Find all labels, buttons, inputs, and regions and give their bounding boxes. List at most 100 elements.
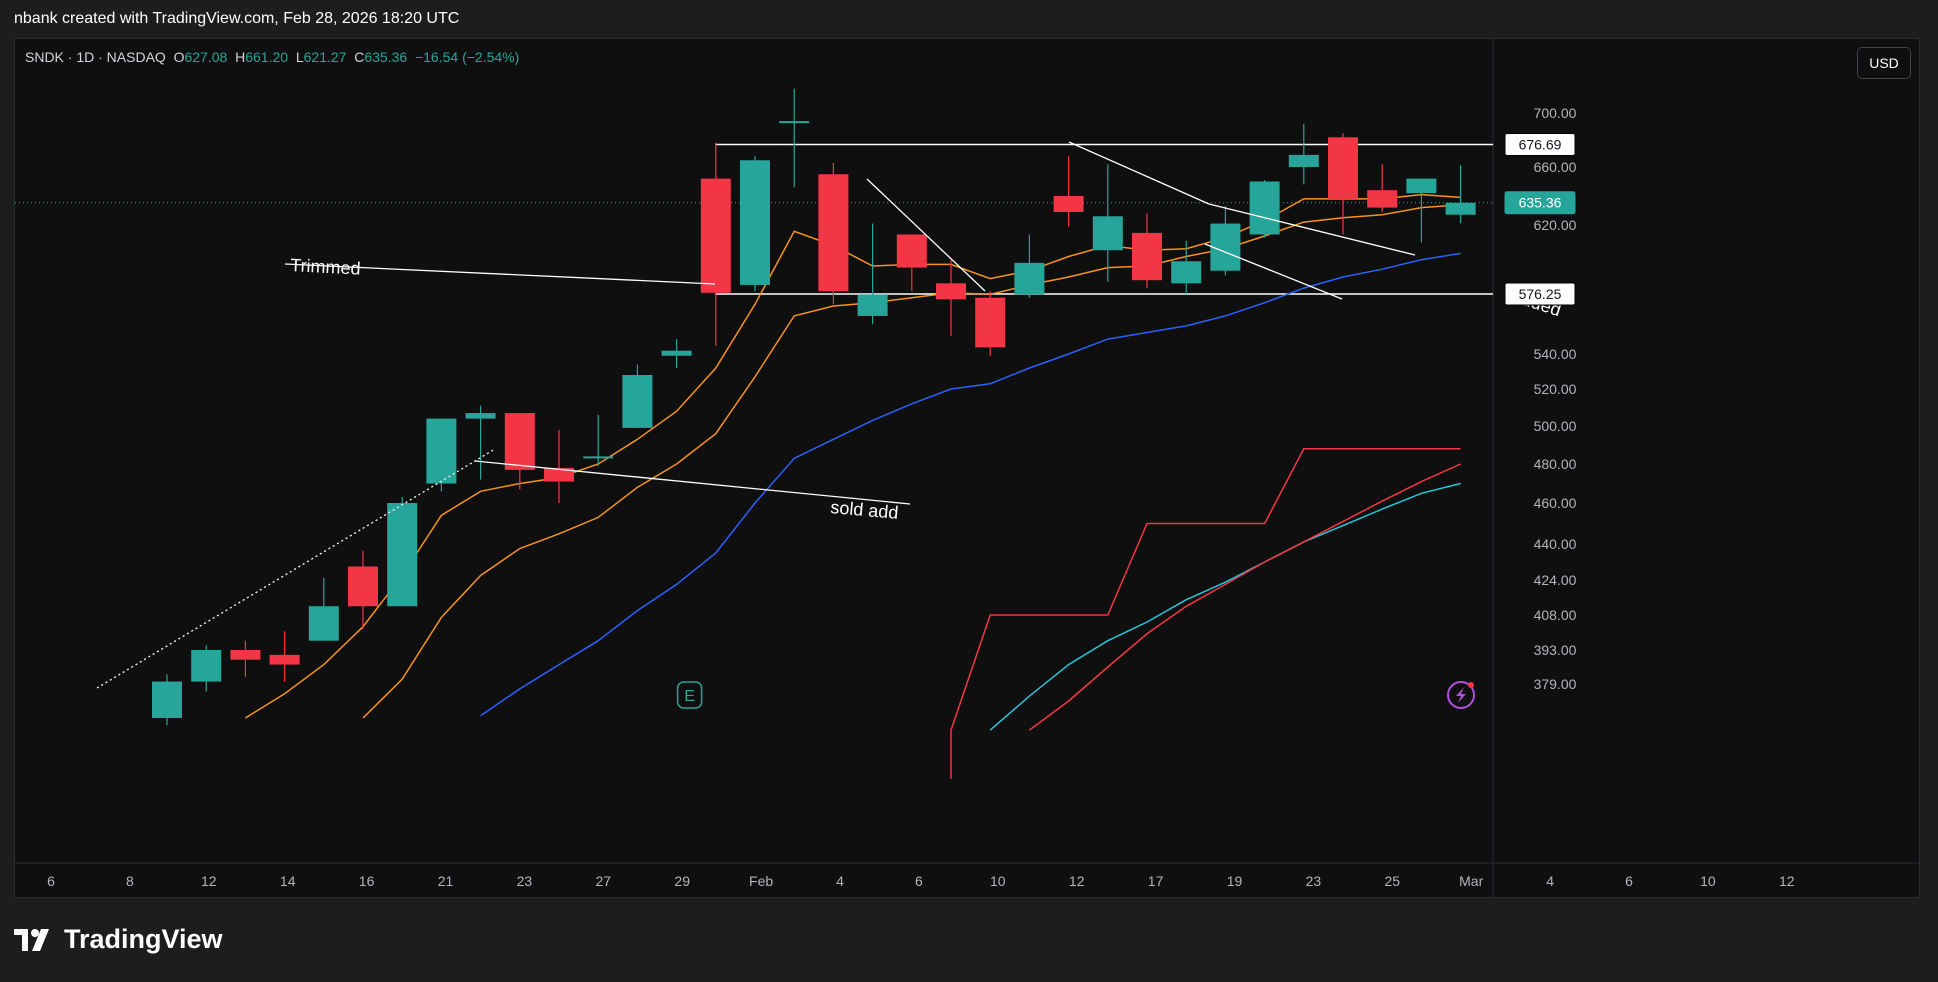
candle[interactable] [269, 631, 300, 682]
price-tick-label: 424.00 [1534, 572, 1577, 588]
candle-body [269, 654, 300, 665]
earnings-marker-icon[interactable]: E [676, 681, 703, 709]
time-tick-label: 6 [1625, 873, 1633, 889]
price-badge-label: 576.25 [1519, 286, 1562, 302]
lightning-event-icon[interactable] [1447, 681, 1475, 709]
time-tick-label: 12 [201, 873, 217, 889]
candle-body [191, 650, 222, 682]
price-badge-label: 676.69 [1519, 136, 1562, 152]
candle[interactable] [700, 142, 731, 346]
candle[interactable] [936, 259, 966, 336]
candle[interactable] [1406, 178, 1437, 243]
trendline-channel-top[interactable] [1068, 141, 1210, 205]
price-tick-label: 460.00 [1534, 495, 1577, 511]
candle[interactable] [1445, 165, 1476, 224]
currency-button[interactable]: USD [1857, 47, 1911, 79]
price-badge [1504, 282, 1576, 306]
candle[interactable] [1053, 156, 1084, 227]
candle[interactable] [348, 550, 378, 629]
price-tick-label: 379.00 [1534, 676, 1577, 692]
candle[interactable] [779, 88, 810, 188]
candle[interactable] [896, 234, 927, 292]
trendline-sold-add[interactable] [474, 460, 911, 505]
candle-body [308, 606, 339, 641]
price-tick-label: 520.00 [1534, 381, 1577, 397]
price-tick-label: 393.00 [1534, 642, 1577, 658]
candle[interactable] [1328, 133, 1358, 235]
candle[interactable] [1249, 180, 1280, 238]
time-tick-label: 27 [596, 873, 612, 889]
candle-body [348, 566, 378, 607]
candle-body [504, 413, 535, 470]
candle[interactable] [583, 414, 614, 466]
trendline-feb-decline[interactable] [866, 178, 986, 292]
candle-body [896, 234, 927, 268]
candle[interactable] [230, 640, 261, 677]
candle[interactable] [308, 577, 339, 641]
candle-body [426, 418, 457, 484]
trendline-right[interactable] [1208, 203, 1416, 256]
candle[interactable] [1014, 234, 1045, 298]
lower-step-line [950, 448, 1461, 779]
candle-body [622, 375, 653, 428]
candle[interactable] [465, 405, 496, 480]
candle[interactable] [1288, 123, 1319, 185]
candle[interactable] [975, 291, 1006, 356]
candle-body [936, 283, 966, 300]
legend-high: 661.20 [245, 49, 289, 65]
candle[interactable] [740, 156, 770, 292]
lower-indicator-line [989, 482, 1461, 731]
legend-close: 635.36 [364, 49, 408, 65]
candle-body [1445, 202, 1476, 215]
candle[interactable] [426, 418, 457, 492]
candle[interactable] [152, 674, 182, 726]
symbol-legend: SNDK · 1D · NASDAQ O627.08 H661.20 L621.… [25, 49, 519, 65]
trendline-dotted-support[interactable] [96, 448, 496, 689]
moving-average-line [480, 252, 1461, 717]
time-tick-label: 12 [1779, 873, 1795, 889]
candle-body [1406, 178, 1437, 194]
candle-body [1053, 196, 1084, 212]
earnings-marker-label: E [684, 688, 695, 705]
candle-body [1014, 262, 1045, 295]
trendline-trimmed[interactable] [284, 263, 716, 285]
tradingview-logo-text: TradingView [64, 924, 223, 954]
annotation-label[interactable]: sold add [830, 497, 900, 523]
annotation-label[interactable]: Trimmed [290, 255, 361, 279]
time-tick-label: 29 [674, 873, 690, 889]
candle[interactable] [818, 162, 849, 305]
candle-body [230, 650, 261, 660]
candle[interactable] [622, 364, 653, 428]
legend-change: −16.54 (−2.54%) [414, 49, 520, 65]
legend-open-label: O [173, 49, 185, 65]
candle-body [465, 413, 496, 419]
candle[interactable] [1210, 206, 1241, 276]
candle[interactable] [191, 645, 222, 692]
candle[interactable] [1132, 213, 1162, 289]
time-tick-label: Mar [1459, 873, 1483, 889]
time-tick-label: 21 [438, 873, 454, 889]
legend-close-label: C [354, 49, 365, 65]
price-badge [1504, 191, 1576, 215]
time-tick-label: Feb [749, 873, 773, 889]
candle[interactable] [1367, 164, 1398, 212]
candle[interactable] [544, 429, 574, 503]
trendline-added[interactable] [1204, 243, 1343, 300]
candle[interactable] [387, 497, 418, 607]
candle[interactable] [661, 339, 692, 368]
tradingview-logo: TradingView [14, 924, 223, 955]
candle[interactable] [504, 413, 535, 490]
time-tick-label: 12 [1069, 873, 1085, 889]
candle-body [1367, 190, 1398, 208]
candle-body [661, 350, 692, 356]
candle[interactable] [1171, 240, 1202, 295]
candles-layer [152, 88, 1476, 726]
candle[interactable] [1092, 164, 1123, 282]
candle[interactable] [857, 223, 888, 325]
legend-open: 627.08 [184, 49, 228, 65]
candle-body [152, 681, 182, 718]
candle-body [1288, 154, 1319, 167]
time-tick-label: 6 [915, 873, 923, 889]
